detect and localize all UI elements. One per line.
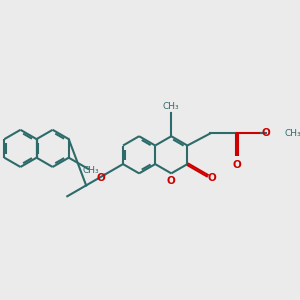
Text: O: O [207,173,216,183]
Text: CH₃: CH₃ [82,166,99,175]
Text: O: O [232,160,241,170]
Text: CH₃: CH₃ [284,129,300,138]
Text: O: O [167,176,176,186]
Text: O: O [97,173,106,183]
Text: CH₃: CH₃ [163,102,180,111]
Text: O: O [262,128,270,138]
